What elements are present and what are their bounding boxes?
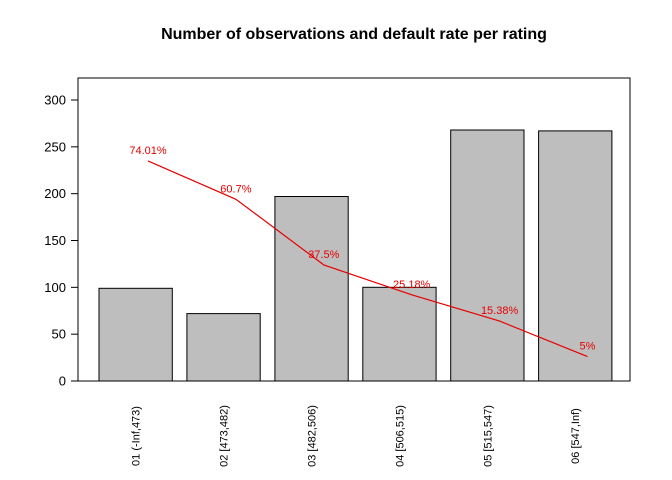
observation-bar (538, 130, 613, 382)
chart-title: Number of observations and default rate … (161, 26, 547, 43)
default-rate-label: 60.7% (220, 183, 251, 195)
plot-box (77, 77, 631, 382)
observation-bar (450, 129, 525, 382)
x-category-label: 01 (-Inf,473) (131, 406, 143, 466)
default-rate-line (147, 160, 588, 358)
x-category-label: 02 [473,482) (219, 405, 231, 467)
y-axis-tick-label: 50 (52, 327, 66, 342)
default-rate-label: 15.38% (481, 305, 519, 317)
y-axis-tick-label: 100 (44, 280, 66, 295)
x-category-label: 04 [506,515) (394, 405, 406, 467)
default-rate-label: 74.01% (129, 145, 167, 157)
observation-bar (274, 196, 349, 382)
x-category-label: 05 [515,547) (482, 405, 494, 467)
y-axis-tick-label: 150 (44, 233, 66, 248)
default-rate-label: 5% (580, 341, 596, 353)
observation-bar (98, 287, 173, 382)
y-axis-tick-label: 250 (44, 139, 66, 154)
x-category-label: 03 [482,506) (307, 405, 319, 467)
y-axis-tick-label: 300 (44, 93, 66, 108)
default-rate-label: 25.18% (393, 279, 431, 291)
observation-bar (186, 313, 261, 382)
x-category-label: 06 [547,Inf) (570, 408, 582, 464)
y-axis-tick-label: 200 (44, 186, 66, 201)
default-rate-label: 37.5% (308, 249, 339, 261)
observation-bar (362, 286, 437, 382)
y-axis-tick-label: 0 (59, 374, 66, 389)
